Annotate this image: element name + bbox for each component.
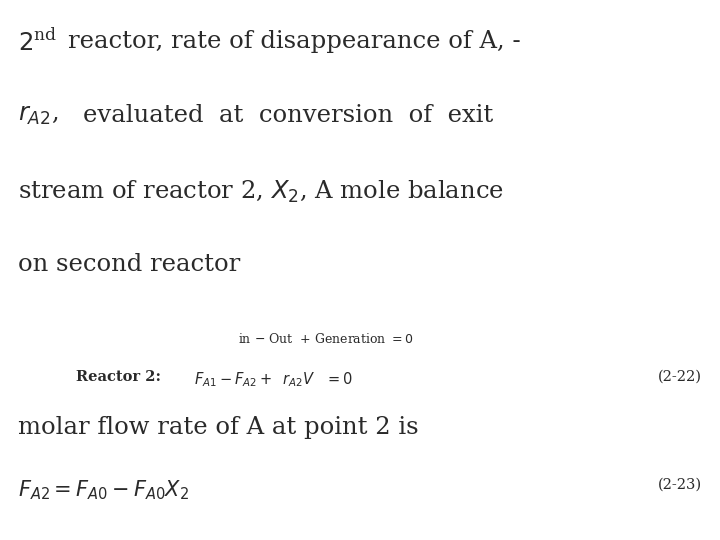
Text: reactor, rate of disappearance of A, -: reactor, rate of disappearance of A, -	[68, 30, 521, 53]
Text: $F_{A1} - F_{A2} +\;\;r_{A2}V\;\;\;= 0$: $F_{A1} - F_{A2} +\;\;r_{A2}V\;\;\;= 0$	[194, 370, 354, 389]
Text: $r_{A2}$,: $r_{A2}$,	[18, 104, 58, 127]
Text: (2-23): (2-23)	[658, 478, 702, 492]
Text: Reactor 2:: Reactor 2:	[76, 370, 161, 384]
Text: in $-$ Out  $+$ Generation $= 0$: in $-$ Out $+$ Generation $= 0$	[238, 332, 413, 346]
Text: (2-22): (2-22)	[658, 370, 702, 384]
Text: on second reactor: on second reactor	[18, 253, 240, 276]
Text: stream of reactor 2, $X_2$, A mole balance: stream of reactor 2, $X_2$, A mole balan…	[18, 179, 504, 205]
Text: $F_{A2} = F_{A0} - F_{A0}X_2$: $F_{A2} = F_{A0} - F_{A0}X_2$	[18, 478, 189, 502]
Text: molar flow rate of A at point 2 is: molar flow rate of A at point 2 is	[18, 416, 418, 439]
Text: evaluated  at  conversion  of  exit: evaluated at conversion of exit	[83, 104, 493, 127]
Text: $2^{\mathregular{nd}}$: $2^{\mathregular{nd}}$	[18, 30, 57, 57]
